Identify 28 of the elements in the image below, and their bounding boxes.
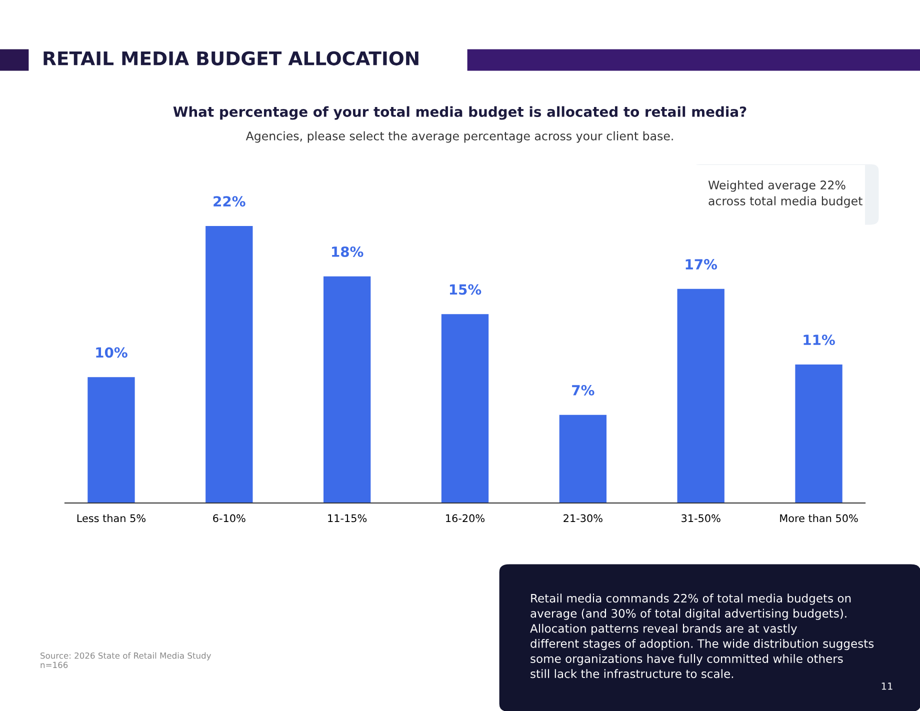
x-tick-label: 11-15% (328, 514, 367, 522)
text: Weighted average 22% across total media budget (708, 180, 862, 208)
x-tick-label: Less than 5% (77, 514, 146, 522)
x-tick-label: 31-50% (682, 514, 720, 522)
data-label: 7% (572, 384, 594, 396)
x-tick-label: More than 50% (780, 514, 858, 522)
bar (677, 288, 724, 503)
x-tick-label: 16-20% (446, 514, 485, 522)
bar (559, 414, 607, 503)
bar (795, 364, 842, 503)
text: Retail media commands 22% of total media budgets on average (and 30% of total digital advertising budgets). Allocation patterns reveal brands are at vastly different stages of adoption. The wide distribution suggests some organizations have fully committed while others still lack the infrastructure to scale. (530, 594, 874, 678)
data-label: 15% (450, 284, 482, 295)
data-label: 11% (804, 334, 835, 346)
x-tick-label: 6-10% (213, 514, 246, 522)
chart-title: RETAIL MEDIA BUDGET ALLOCATION (44, 51, 418, 66)
bar (323, 276, 371, 503)
data-label: 10% (96, 347, 128, 358)
bar (441, 314, 489, 503)
chart-subtitle: What percentage of your total media budget is allocated to retail media? (173, 106, 746, 120)
data-label: 22% (214, 196, 246, 207)
x-tick-label: 21-30% (564, 514, 602, 522)
bar (206, 226, 253, 503)
text: 11 (882, 682, 892, 690)
data-label: 17% (686, 259, 718, 270)
text: Agencies, please select the average percentage across your client base. (246, 131, 673, 143)
bar (88, 377, 135, 503)
source-note: Source: 2026 State of Retail Media Study n=166 (40, 652, 212, 668)
data-label: 18% (332, 246, 364, 257)
